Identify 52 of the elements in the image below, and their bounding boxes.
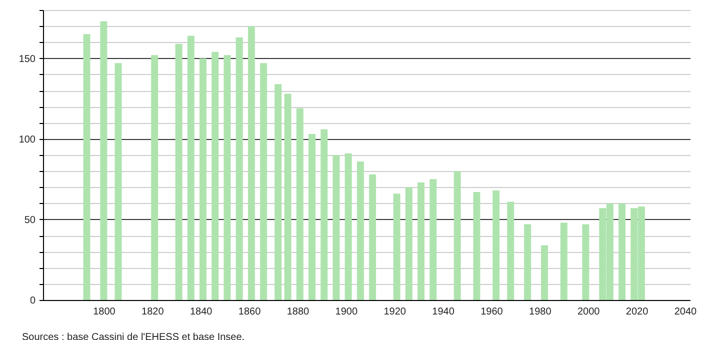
bar <box>524 224 532 300</box>
x-tick-label: 1920 <box>384 306 406 318</box>
x-tick-label: 1880 <box>286 306 310 318</box>
bar <box>200 58 207 300</box>
bar <box>284 94 292 300</box>
bar <box>344 153 352 300</box>
bar <box>393 194 400 300</box>
x-tick-label: 1900 <box>335 306 358 318</box>
bar <box>369 174 376 300</box>
x-tick-label: 1840 <box>190 306 213 318</box>
bar <box>507 202 514 300</box>
x-tick-label: 2000 <box>577 306 600 318</box>
x-tick-label: 1800 <box>93 306 116 318</box>
bar <box>100 21 108 300</box>
x-tick-label: 1860 <box>238 306 262 318</box>
x-tick-label: 1980 <box>529 306 552 318</box>
y-tick-label: 150 <box>18 54 36 65</box>
bar <box>187 36 194 300</box>
x-tick-label: 1960 <box>480 306 504 318</box>
bar <box>260 63 268 300</box>
bar <box>212 52 219 300</box>
bar <box>308 134 316 300</box>
bar <box>492 190 500 300</box>
x-tick-label: 2040 <box>674 306 698 318</box>
bar <box>114 63 122 300</box>
bar <box>405 187 412 300</box>
bar <box>473 192 480 300</box>
bar <box>541 245 548 300</box>
x-tick-label: 1940 <box>432 306 455 318</box>
bar <box>454 171 461 300</box>
y-tick-label: 50 <box>24 214 36 226</box>
bar <box>274 84 282 300</box>
x-tick-label: 2020 <box>626 306 649 318</box>
bar <box>296 108 304 300</box>
bar <box>560 222 568 300</box>
x-tick-label: 1820 <box>142 306 164 318</box>
bar <box>236 37 243 300</box>
y-tick-label: 100 <box>18 134 36 146</box>
bar <box>618 203 626 300</box>
bar <box>582 224 590 300</box>
y-tick-label: 0 <box>30 296 36 306</box>
bar <box>175 44 182 300</box>
bar <box>356 161 364 300</box>
bar <box>430 179 437 300</box>
bar <box>83 34 90 300</box>
bar <box>320 129 328 300</box>
source-note: Sources : base Cassini de l'EHESS et base Insee. <box>22 332 245 340</box>
bar <box>224 55 231 300</box>
bar <box>332 155 340 300</box>
bar <box>417 182 424 300</box>
bar <box>248 26 255 300</box>
bar <box>151 55 158 300</box>
